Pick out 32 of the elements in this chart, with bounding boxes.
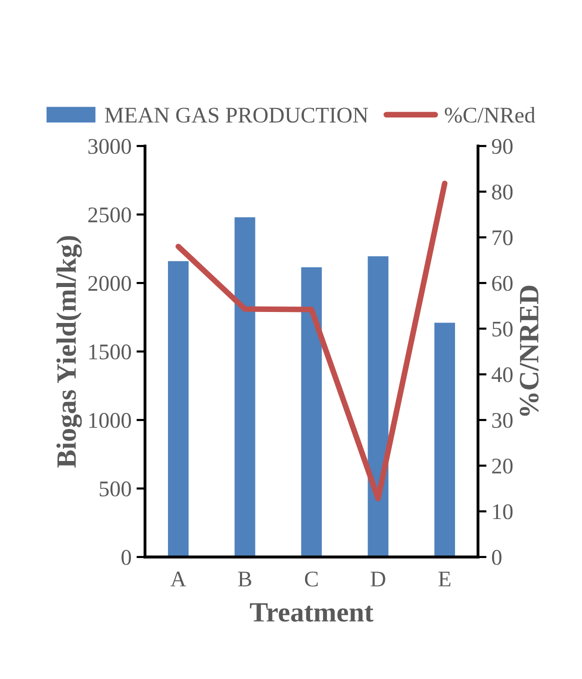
x-tick-label: D	[370, 572, 386, 586]
y-tick-label: 500	[100, 481, 131, 496]
y2-tick-label: 60	[492, 276, 513, 291]
legend-label: MEAN GAS PRODUCTION	[104, 108, 368, 123]
y-tick-label: 1000	[89, 412, 131, 428]
y-tick-label: 2500	[88, 207, 131, 222]
y2-axis-title: %C/NRED	[520, 286, 539, 416]
bar	[301, 267, 322, 557]
legend-label: %C/NRed	[444, 107, 536, 123]
y2-tick-label: 0	[492, 550, 502, 565]
y2-tick-label: 10	[493, 504, 513, 520]
bar	[434, 322, 456, 557]
bar	[168, 261, 189, 557]
bar	[234, 217, 256, 557]
y-tick-label: 1500	[89, 344, 131, 360]
x-tick-label: C	[305, 572, 318, 587]
x-axis-title: Treatment	[250, 603, 374, 622]
y2-tick-label: 50	[492, 322, 513, 337]
y-tick-label: 0	[122, 550, 131, 565]
y2-tick-label: 80	[492, 184, 513, 200]
x-tick-label: B	[238, 572, 252, 586]
x-tick-label: A	[170, 572, 186, 586]
y2-tick-label: 30	[492, 412, 513, 428]
y2-tick-label: 70	[492, 230, 513, 246]
x-tick-label: E	[438, 572, 450, 586]
bar	[368, 256, 388, 557]
y2-tick-label: 20	[492, 458, 513, 474]
y2-tick-label: 90	[492, 138, 513, 154]
y-tick-label: 2000	[88, 276, 131, 291]
y-axis-title: Biogas Yield(ml/kg)	[56, 236, 82, 468]
y-tick-label: 3000	[88, 138, 131, 154]
y2-tick-label: 40	[492, 367, 513, 382]
